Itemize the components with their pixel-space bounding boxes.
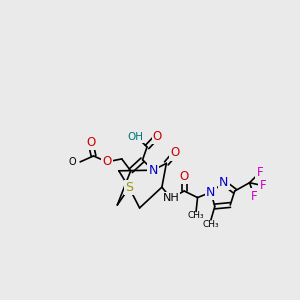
Text: O: O — [69, 157, 76, 167]
Text: F: F — [260, 179, 266, 192]
Text: CH₃: CH₃ — [202, 220, 219, 229]
Text: O: O — [180, 170, 189, 183]
Text: N: N — [206, 186, 216, 199]
Text: F: F — [251, 190, 257, 202]
Text: O: O — [171, 146, 180, 160]
Text: O: O — [102, 155, 112, 168]
Text: S: S — [125, 181, 133, 194]
Text: F: F — [257, 166, 263, 179]
Text: OH: OH — [127, 132, 143, 142]
Text: O: O — [86, 136, 95, 149]
Text: O: O — [153, 130, 162, 142]
Text: NH: NH — [162, 193, 179, 203]
Text: CH₃: CH₃ — [188, 212, 204, 220]
Text: N: N — [219, 176, 228, 189]
Text: N: N — [148, 164, 158, 177]
